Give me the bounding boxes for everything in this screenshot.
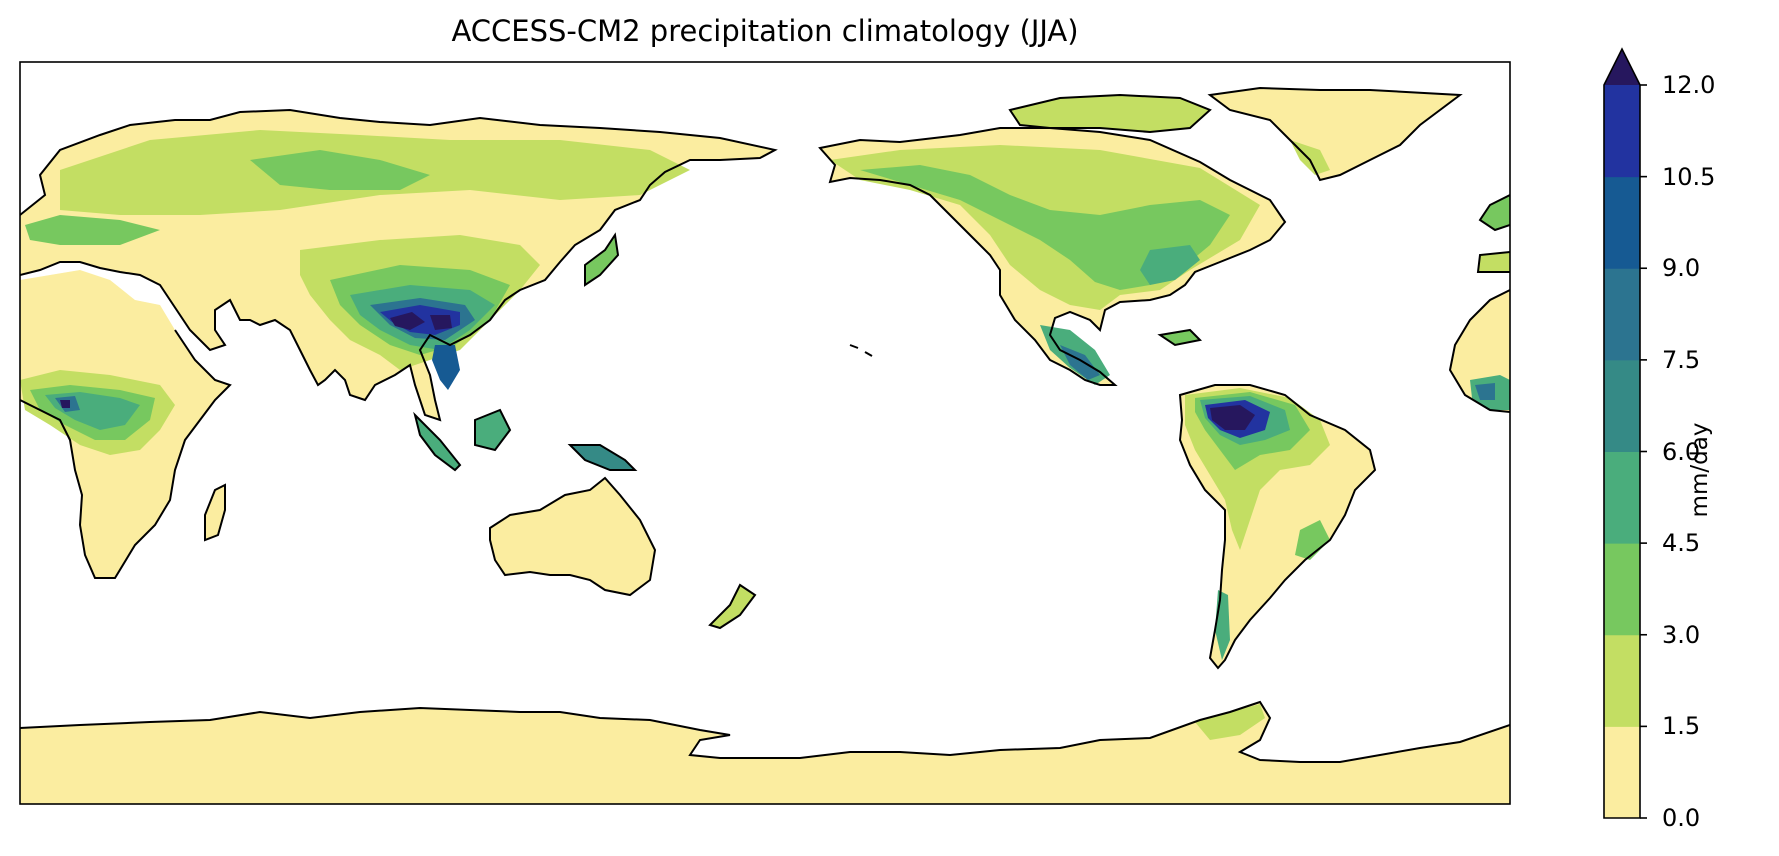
colorbar-tick-label: 7.5 xyxy=(1662,345,1701,374)
coastline-antarctica xyxy=(20,700,1510,763)
land-layer xyxy=(20,88,1510,804)
coastline-europe-right xyxy=(1478,194,1510,232)
colorbar-bin xyxy=(1604,268,1640,361)
new-zealand-land xyxy=(710,585,755,628)
antarctica-land xyxy=(20,702,1510,804)
colorbar-tick-label: 4.5 xyxy=(1662,529,1701,558)
coastline-new-zealand xyxy=(708,583,757,630)
coastline-new-guinea xyxy=(567,444,638,471)
coastline-greenland xyxy=(1207,86,1463,182)
contour-namerica-2 xyxy=(860,165,1230,290)
map-title: ACCESS-CM2 precipitation climatology (JJ… xyxy=(451,14,1079,48)
colorbar-tick-label: 10.5 xyxy=(1662,162,1716,191)
iberia-edge-land xyxy=(1478,252,1510,272)
coastline-sumatra xyxy=(413,411,462,472)
coastline-africa xyxy=(20,329,232,579)
greenland-land xyxy=(1210,88,1460,180)
europe-edge-land xyxy=(1480,195,1510,230)
colorbar-bin xyxy=(1604,176,1640,269)
contour-namerica-3 xyxy=(1140,245,1200,285)
coastline-madagascar xyxy=(204,483,226,542)
colorbar-bin xyxy=(1604,359,1640,452)
contour-siberia-2 xyxy=(250,150,430,190)
coastline-japan xyxy=(584,232,620,287)
contour-mexico-2 xyxy=(1060,345,1100,380)
contour-samerica-5 xyxy=(1210,405,1255,430)
colorbar-outline xyxy=(1603,47,1641,819)
colorbar-tick-label: 0.0 xyxy=(1662,804,1701,832)
sumatra-land xyxy=(415,415,460,470)
coastline-arctic-islands xyxy=(1008,93,1212,134)
contour-antarctic-peninsula xyxy=(1195,704,1265,740)
precip-contours xyxy=(20,130,1510,740)
coastline-iberia-right xyxy=(1476,251,1510,273)
coastline-west-africa-right xyxy=(1448,289,1510,413)
colorbar-bin xyxy=(1604,451,1640,544)
contour-china-7 xyxy=(430,315,452,330)
colorbar-extend-arrow xyxy=(1604,49,1640,85)
contour-west-africa-right-2 xyxy=(1475,383,1495,400)
coastline-borneo xyxy=(474,408,512,452)
borneo-land xyxy=(475,410,510,450)
coastline-eurasia xyxy=(20,108,778,422)
colorbar xyxy=(1603,47,1647,819)
contour-europe-1 xyxy=(25,215,160,245)
colorbar-label: mm/day xyxy=(1687,422,1713,518)
coastline-australia xyxy=(489,476,657,597)
contour-brazil-coast xyxy=(1295,520,1330,560)
contour-africa-5 xyxy=(60,400,70,408)
colorbar-tick-label: 9.0 xyxy=(1662,254,1701,283)
colorbar-bin xyxy=(1604,634,1640,727)
colorbar-tick-label: 3.0 xyxy=(1662,620,1701,649)
arctic-islands-land xyxy=(1010,95,1210,132)
coastline-hawaii xyxy=(849,344,873,357)
australia-land xyxy=(490,478,655,595)
map-frame xyxy=(19,61,1511,805)
coastline-caribbean xyxy=(1157,328,1203,347)
coastline-south-america xyxy=(1178,384,1377,670)
coastline-north-america xyxy=(818,127,1287,386)
new-guinea-land xyxy=(570,445,635,470)
japan-land xyxy=(585,235,618,285)
colorbar-bin xyxy=(1604,543,1640,636)
colorbar-tick-label: 12.0 xyxy=(1662,71,1716,99)
colorbar-tick-label: 1.5 xyxy=(1662,712,1701,741)
contour-indochina-1 xyxy=(432,345,460,390)
coastlines xyxy=(20,86,1510,763)
colorbar-tick-label: 6.0 xyxy=(1662,437,1701,466)
colorbar-bin xyxy=(1604,726,1640,819)
colorbar-bin xyxy=(1604,85,1640,178)
contour-china-6 xyxy=(390,312,425,330)
